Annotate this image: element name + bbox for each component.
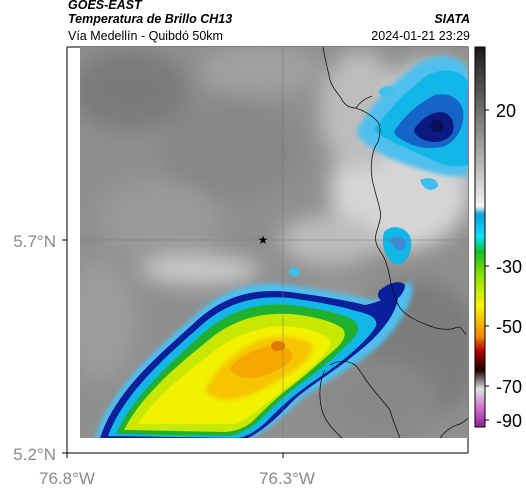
organization-label: SIATA — [434, 12, 470, 26]
lon-tick-label: 76.8°W — [39, 469, 95, 488]
colorbar-label: -30 — [496, 257, 522, 277]
lon-tick-label: 76.3°W — [259, 469, 315, 488]
storm-cell-northeast — [356, 56, 468, 265]
colorbar-label: -50 — [496, 317, 522, 337]
product-title: Temperatura de Brillo CH13 — [68, 12, 233, 26]
satellite-title: GOES-EAST — [68, 0, 142, 12]
lat-tick-label: 5.7°N — [13, 232, 56, 251]
colorbar-label: 20 — [496, 101, 516, 121]
location-label: Vía Medellín - Quibdó 50km — [68, 29, 223, 43]
colorbar: 20 -30 -50 -70 -90 — [474, 46, 522, 431]
storm-cell-southwest — [95, 267, 413, 438]
timestamp-label: 2024-01-21 23:29 — [371, 29, 470, 43]
imagery-layer: ★ — [80, 47, 468, 438]
star-icon: ★ — [258, 233, 269, 247]
lat-tick-label: 5.2°N — [13, 445, 56, 464]
border-line — [322, 47, 467, 336]
colorbar-label: -70 — [496, 377, 522, 397]
colorbar-label: -90 — [496, 411, 522, 431]
